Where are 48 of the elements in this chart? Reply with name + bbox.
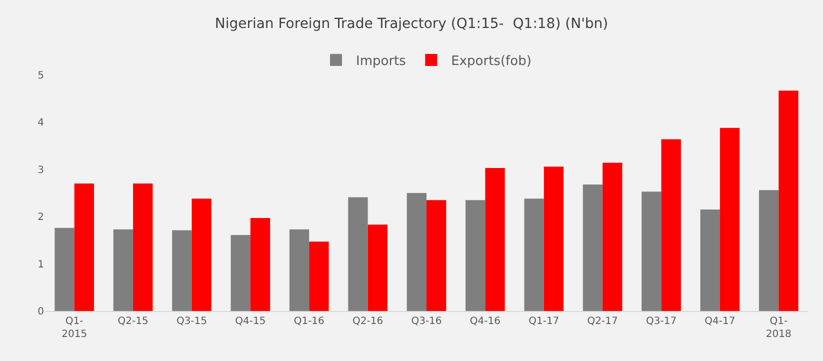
bar [524, 198, 544, 311]
x-tick-label: Q2-15 [118, 316, 148, 327]
x-tick-label: Q2-16 [352, 316, 384, 327]
bar [172, 230, 192, 311]
legend-label: Imports [356, 54, 406, 70]
x-tick-label: Q3-17 [646, 316, 677, 327]
y-tick-label: 4 [38, 118, 44, 129]
bar [582, 184, 603, 311]
bar [778, 90, 798, 311]
x-tick-label: Q3-16 [411, 316, 442, 327]
bar [230, 235, 250, 311]
x-tick-label: Q4-16 [470, 316, 500, 327]
bar [113, 229, 134, 311]
x-tick-label: Q2-17 [587, 316, 618, 327]
bar [661, 139, 681, 311]
bar [642, 192, 662, 311]
x-tick-label: Q1-17 [528, 316, 560, 327]
bar [720, 128, 740, 311]
legend-label: Exports(fob) [451, 54, 532, 70]
x-tick-label: Q1-16 [294, 316, 324, 327]
x-tick-label: Q1- 2018 [766, 316, 792, 340]
chart-title: Nigerian Foreign Trade Trajectory (Q1:15- Q1:18) (N'bn) [214, 16, 608, 32]
y-tick-label: 1 [38, 259, 44, 270]
y-tick-label: 0 [38, 306, 44, 318]
bar [289, 229, 310, 311]
x-tick-label: Q1- 2015 [62, 316, 88, 340]
x-tick-label: Q3-15 [176, 316, 208, 327]
bar [700, 210, 720, 311]
y-tick-label: 5 [38, 70, 44, 82]
bar [133, 184, 153, 311]
bar [309, 242, 329, 311]
bar [485, 168, 505, 311]
bar [74, 184, 94, 311]
bar [406, 193, 426, 311]
bar [426, 200, 446, 311]
bar [348, 197, 368, 311]
bar [54, 228, 74, 311]
x-tick-label: Q4-15 [235, 316, 266, 327]
y-tick-label: 2 [38, 212, 44, 224]
bar [192, 198, 212, 311]
bar [250, 218, 270, 311]
bar [758, 190, 779, 311]
bar [368, 224, 388, 311]
bar [602, 162, 622, 311]
x-tick-label: Q4-17 [704, 316, 736, 327]
y-tick-label: 3 [38, 164, 44, 176]
bar [544, 166, 564, 311]
bar [466, 200, 486, 311]
